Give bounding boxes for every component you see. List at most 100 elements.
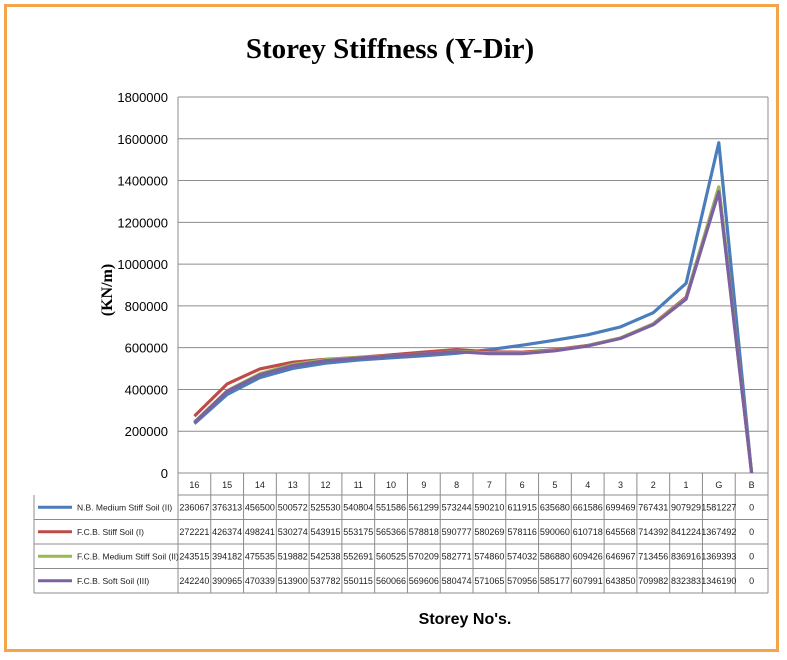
category-label: 3: [618, 480, 623, 490]
y-axis-label: (KN/m): [99, 264, 116, 316]
data-value: 610718: [573, 527, 603, 537]
data-value: 552691: [343, 551, 373, 561]
legend-label-4: F.C.B. Soft Soil (III): [77, 576, 149, 586]
data-value: 537782: [310, 576, 340, 586]
data-value: 832383: [671, 576, 701, 586]
data-value: 574032: [507, 551, 537, 561]
data-value: 713456: [638, 551, 668, 561]
data-value: 907929: [671, 502, 701, 512]
data-value: 609426: [573, 551, 603, 561]
data-value: 560525: [376, 551, 406, 561]
data-value: 569606: [409, 576, 439, 586]
y-tick-label: 800000: [125, 299, 168, 314]
data-value: 714392: [638, 527, 668, 537]
data-value: 540804: [343, 502, 373, 512]
data-value: 542538: [310, 551, 340, 561]
y-tick-label: 200000: [125, 424, 168, 439]
category-label: 8: [454, 480, 459, 490]
data-value: 645568: [605, 527, 635, 537]
data-value: 570956: [507, 576, 537, 586]
data-value: 611915: [507, 502, 536, 512]
y-tick-label: 1400000: [117, 174, 168, 189]
legend-label-3: F.C.B. Medium Stiff Soil (II): [77, 551, 179, 561]
data-value: 236067: [179, 502, 209, 512]
y-tick-label: 1200000: [117, 215, 168, 230]
data-value: 643850: [605, 576, 635, 586]
category-label: 4: [585, 480, 590, 490]
data-value: 573244: [442, 502, 472, 512]
data-value: 582771: [442, 551, 472, 561]
data-value: 242240: [179, 576, 209, 586]
y-axis-ticks: 0 200000 400000 600000 800000 1000000 1200000 1…: [117, 90, 168, 481]
data-value: 519882: [278, 551, 308, 561]
data-value: 580269: [474, 527, 504, 537]
data-value: 1367492: [701, 527, 736, 537]
data-value: 607991: [573, 576, 603, 586]
category-label: 13: [288, 480, 298, 490]
data-value: 571065: [474, 576, 504, 586]
x-axis-label: Storey No's.: [419, 611, 512, 628]
data-value: 551586: [376, 502, 406, 512]
y-tick-label: 1000000: [117, 257, 168, 272]
data-value: 456500: [245, 502, 275, 512]
category-label: 9: [421, 480, 426, 490]
data-value: 841224: [671, 527, 701, 537]
data-value: 525530: [310, 502, 340, 512]
category-label: 12: [320, 480, 330, 490]
category-label: 2: [651, 480, 656, 490]
data-value: 243515: [179, 551, 209, 561]
category-label: 6: [520, 480, 525, 490]
data-value: 272221: [179, 527, 209, 537]
data-value: 767431: [638, 502, 668, 512]
chart-title: Storey Stiffness (Y-Dir): [246, 33, 534, 65]
data-value: 0: [749, 576, 754, 586]
data-value: 709982: [638, 576, 668, 586]
series-line-3: [194, 187, 751, 473]
data-value: 590060: [540, 527, 570, 537]
data-value: 570209: [409, 551, 439, 561]
category-label: B: [749, 480, 755, 490]
data-value: 376313: [212, 502, 242, 512]
data-value: 1346190: [701, 576, 736, 586]
data-value: 0: [749, 551, 754, 561]
data-value: 500572: [278, 502, 308, 512]
data-value: 0: [749, 527, 754, 537]
legend-label-1: N.B. Medium Stiff Soil (II): [77, 502, 172, 512]
data-value: 426374: [212, 527, 242, 537]
data-value: 553175: [343, 527, 373, 537]
data-value: 1581227: [701, 502, 736, 512]
legend-label-2: F.C.B. Stiff Soil (I): [77, 527, 144, 537]
y-tick-label: 0: [161, 466, 168, 481]
category-label: 16: [189, 480, 199, 490]
data-value: 699469: [605, 502, 635, 512]
data-value: 590210: [474, 502, 504, 512]
data-value: 578818: [409, 527, 439, 537]
data-value: 0: [749, 502, 754, 512]
series-line-2: [194, 187, 751, 473]
category-label: G: [715, 480, 722, 490]
y-tick-label: 400000: [125, 382, 168, 397]
data-value: 590777: [442, 527, 472, 537]
data-value: 530274: [278, 527, 308, 537]
data-value: 543915: [310, 527, 340, 537]
data-value: 586880: [540, 551, 570, 561]
category-label: 5: [552, 480, 557, 490]
category-label: 14: [255, 480, 265, 490]
grid-lines: [178, 97, 768, 473]
data-value: 578116: [507, 527, 536, 537]
data-value: 390965: [212, 576, 242, 586]
data-value: 574860: [474, 551, 504, 561]
series-lines: [194, 143, 751, 473]
category-label: 15: [222, 480, 232, 490]
data-value: 470339: [245, 576, 275, 586]
data-value: 1369393: [701, 551, 736, 561]
data-value: 513900: [278, 576, 308, 586]
data-value: 561299: [409, 502, 439, 512]
series-line-1: [194, 143, 751, 473]
data-value: 475535: [245, 551, 275, 561]
data-value: 585177: [540, 576, 570, 586]
category-label: 1: [684, 480, 689, 490]
y-tick-label: 1800000: [117, 90, 168, 105]
data-value: 560066: [376, 576, 406, 586]
